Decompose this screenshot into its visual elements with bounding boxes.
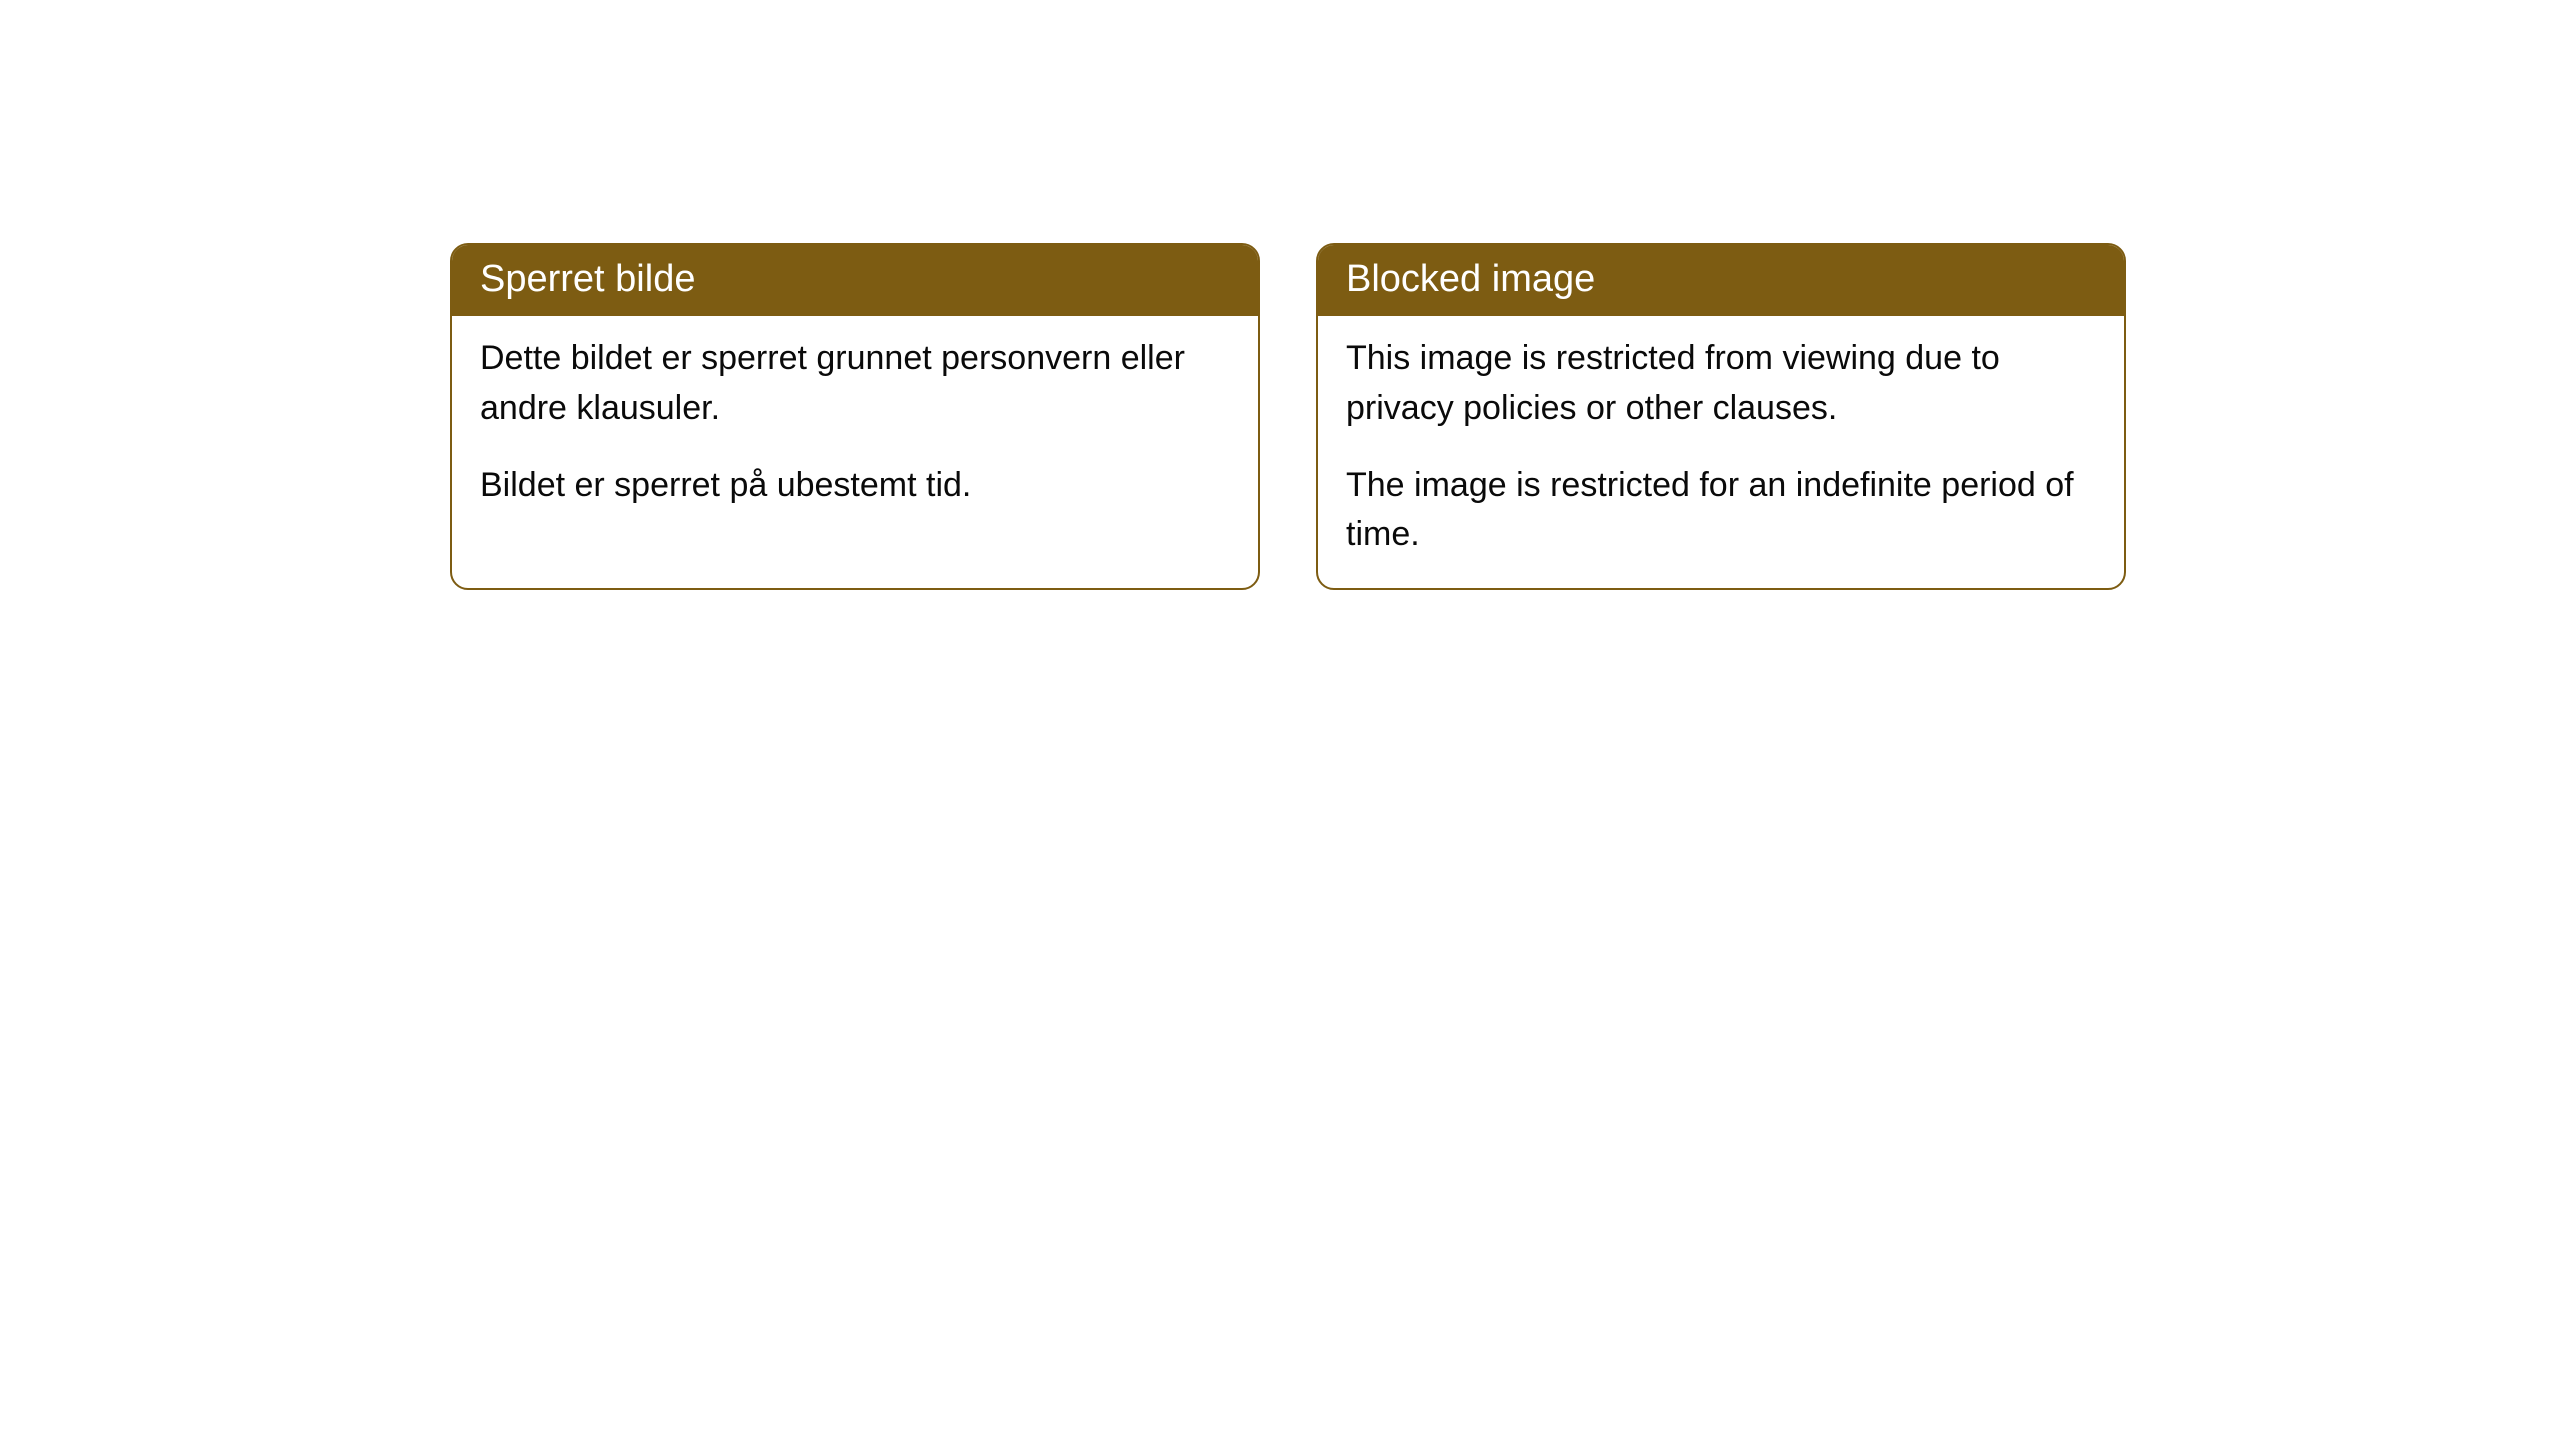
- notice-body: This image is restricted from viewing du…: [1318, 316, 2124, 587]
- notice-paragraph-2: The image is restricted for an indefinit…: [1346, 461, 2096, 560]
- notice-header: Blocked image: [1318, 245, 2124, 316]
- notice-paragraph-1: Dette bildet er sperret grunnet personve…: [480, 334, 1230, 433]
- notice-body: Dette bildet er sperret grunnet personve…: [452, 316, 1258, 538]
- notice-header: Sperret bilde: [452, 245, 1258, 316]
- notice-container: Sperret bilde Dette bildet er sperret gr…: [450, 243, 2126, 590]
- notice-paragraph-1: This image is restricted from viewing du…: [1346, 334, 2096, 433]
- notice-card-english: Blocked image This image is restricted f…: [1316, 243, 2126, 590]
- notice-card-norwegian: Sperret bilde Dette bildet er sperret gr…: [450, 243, 1260, 590]
- notice-paragraph-2: Bildet er sperret på ubestemt tid.: [480, 461, 1230, 510]
